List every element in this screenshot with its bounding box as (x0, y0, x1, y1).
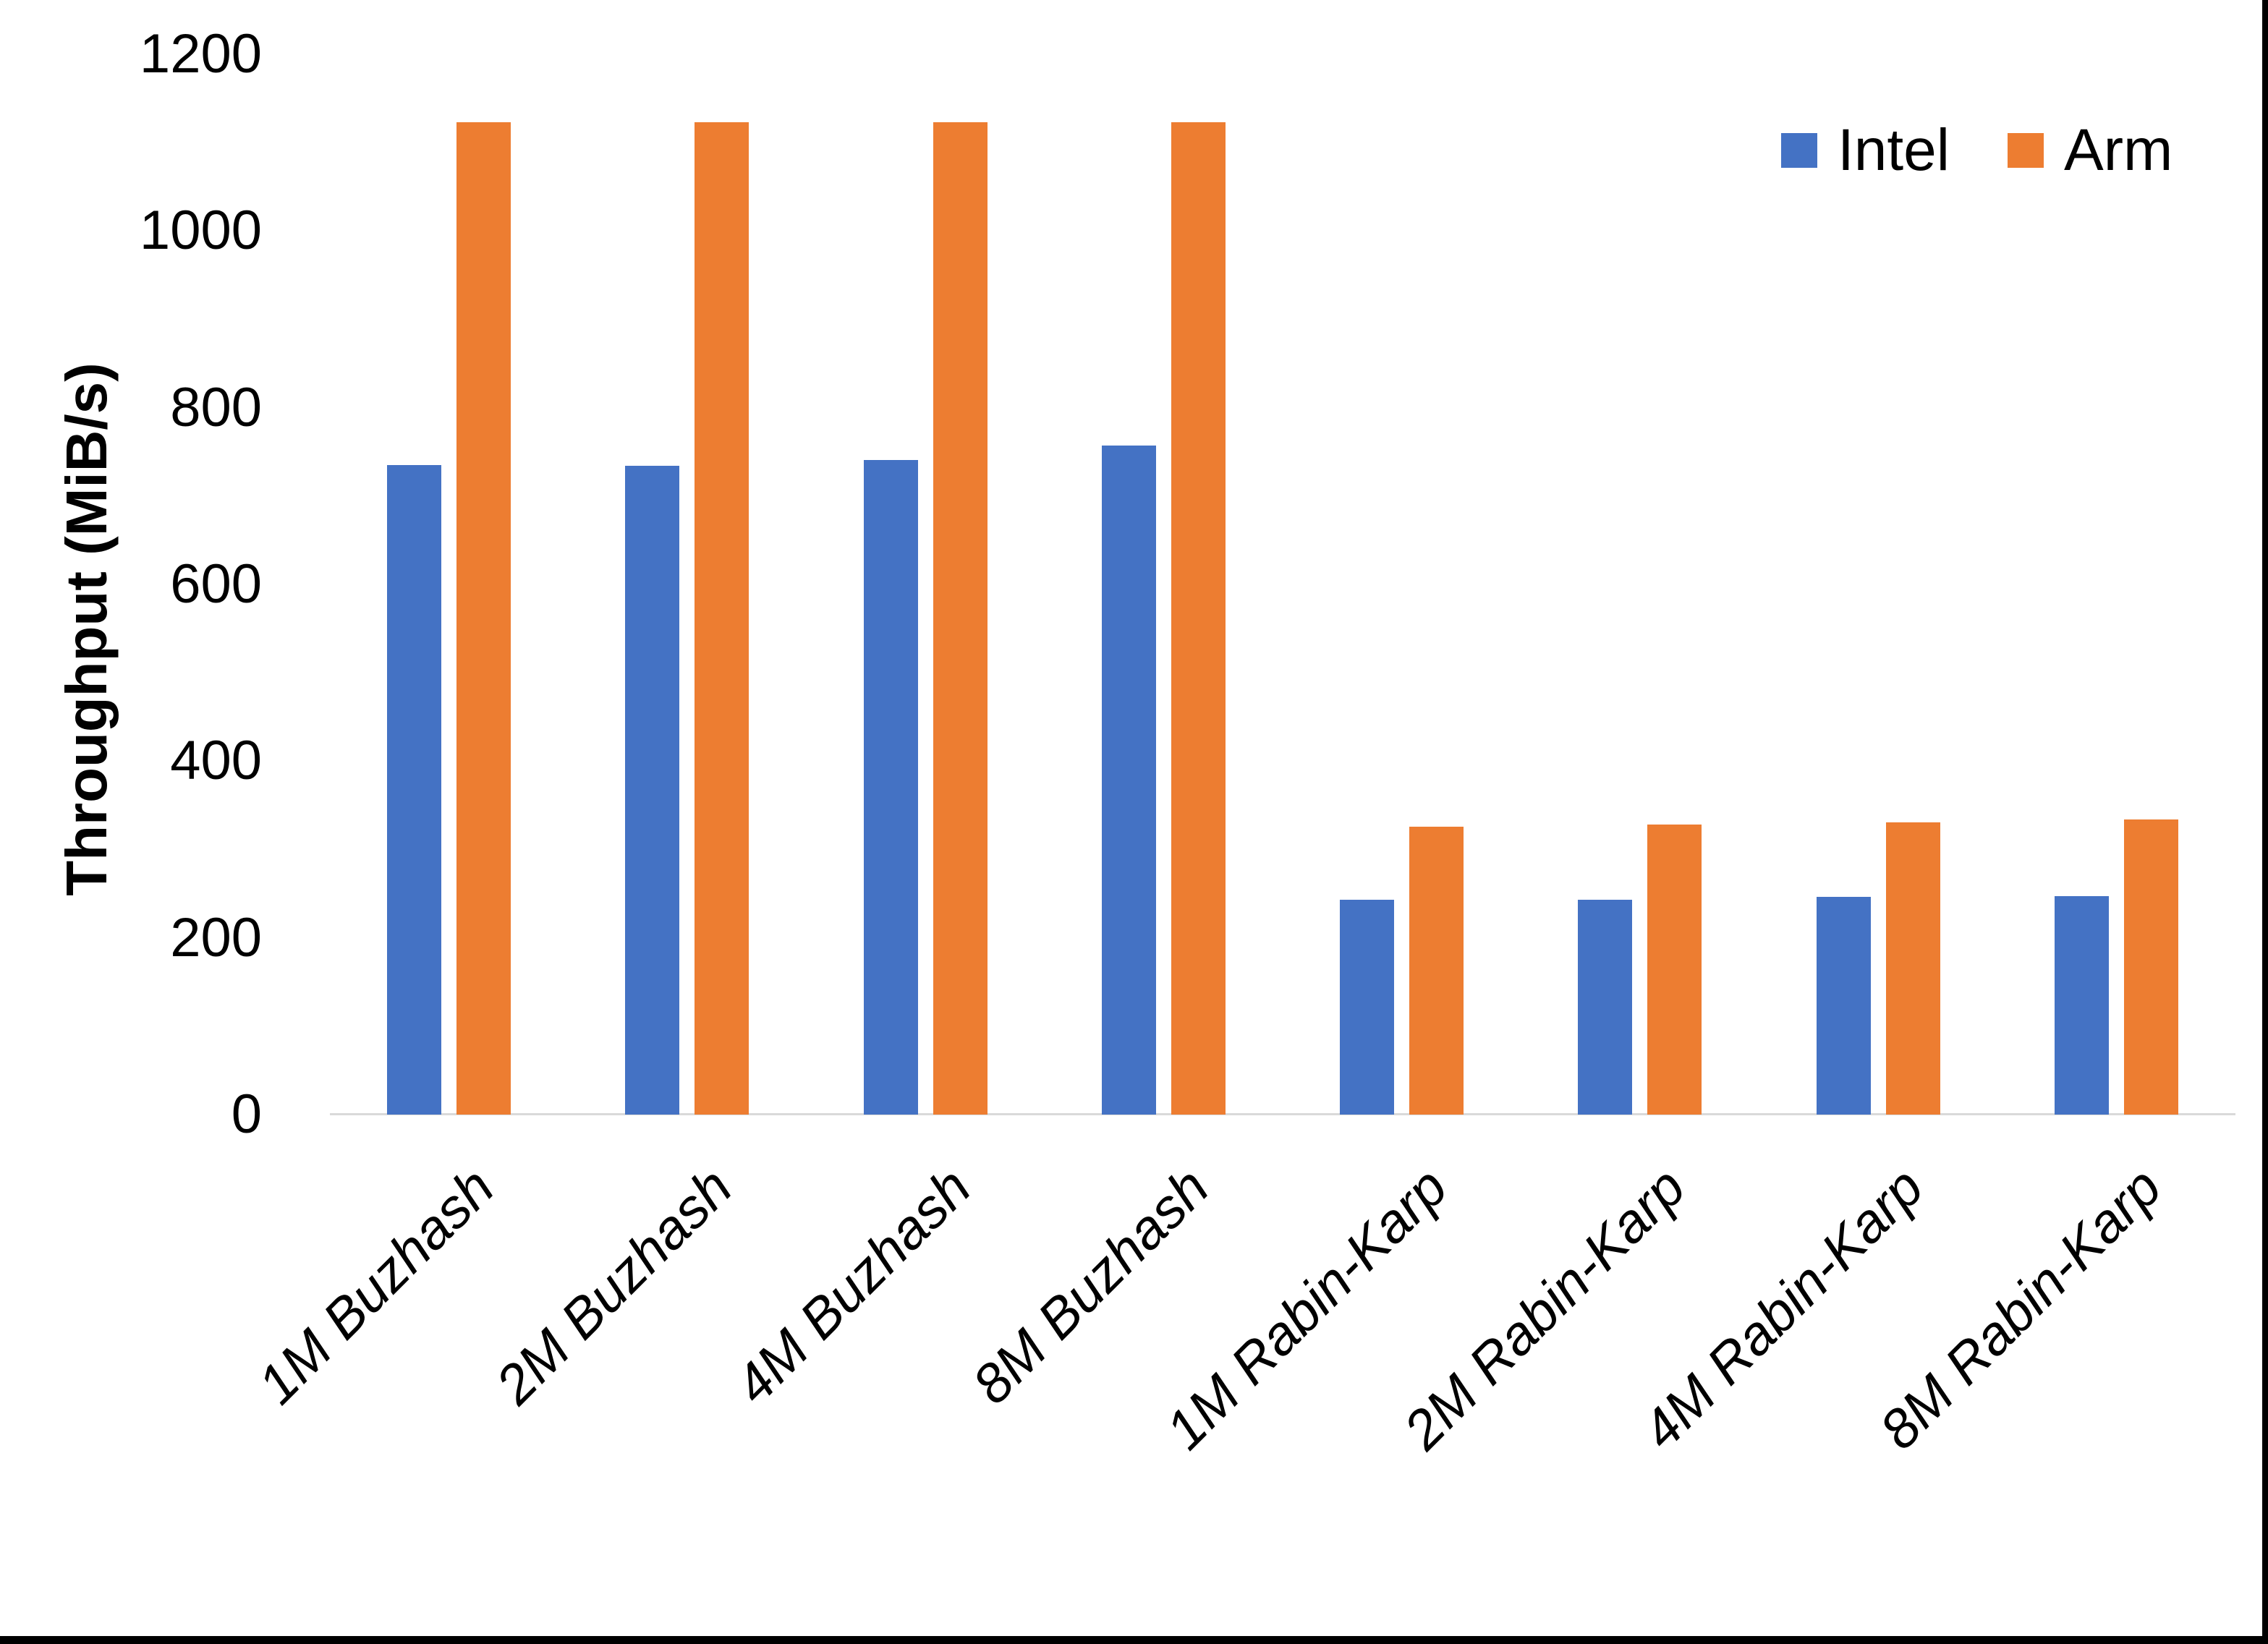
legend-swatch-intel (1781, 133, 1817, 168)
legend-item-arm: Arm (2008, 121, 2173, 180)
bar-intel-1m-rabin-karp (1340, 900, 1395, 1115)
bar-arm-2m-rabin-karp (1647, 825, 1702, 1115)
window-edge-right (2262, 0, 2268, 1644)
legend-label-arm: Arm (2064, 117, 2173, 183)
y-tick-label-1000: 1000 (139, 200, 262, 262)
category-label-2m-buzhash: 2M Buzhash (484, 1156, 744, 1416)
bar-arm-2m-buzhash (695, 122, 749, 1115)
legend: Intel Arm (1781, 121, 2173, 180)
x-axis-baseline (330, 1113, 2235, 1115)
bar-arm-8m-buzhash (1171, 122, 1226, 1115)
bar-intel-4m-rabin-karp (1816, 897, 1871, 1115)
category-label-8m-buzhash: 8M Buzhash (961, 1156, 1221, 1416)
category-label-4m-buzhash: 4M Buzhash (723, 1156, 982, 1416)
bar-arm-1m-rabin-karp (1409, 826, 1464, 1115)
bar-intel-8m-buzhash (1101, 446, 1156, 1115)
bar-arm-4m-buzhash (933, 122, 988, 1115)
y-tick-label-800: 800 (170, 376, 262, 438)
bar-intel-4m-buzhash (863, 459, 918, 1115)
window-edge-bottom (0, 1636, 2268, 1644)
y-axis-title: Throughput (MiB/s) (54, 362, 119, 896)
y-tick-label-0: 0 (231, 1083, 262, 1145)
y-tick-label-400: 400 (170, 730, 262, 792)
bar-intel-2m-rabin-karp (1578, 900, 1633, 1115)
legend-swatch-arm (2008, 133, 2044, 168)
y-tick-label-200: 200 (170, 906, 262, 968)
bar-arm-1m-buzhash (456, 122, 511, 1115)
legend-item-intel: Intel (1781, 121, 1950, 180)
bar-intel-8m-rabin-karp (2054, 896, 2109, 1115)
y-tick-label-600: 600 (170, 553, 262, 615)
legend-label-intel: Intel (1838, 117, 1950, 183)
bar-arm-4m-rabin-karp (1885, 822, 1940, 1115)
category-label-1m-buzhash: 1M Buzhash (246, 1156, 506, 1416)
bar-intel-2m-buzhash (625, 466, 680, 1115)
bar-arm-8m-rabin-karp (2123, 819, 2178, 1115)
bar-intel-1m-buzhash (387, 465, 442, 1115)
y-tick-label-1200: 1200 (139, 23, 262, 85)
